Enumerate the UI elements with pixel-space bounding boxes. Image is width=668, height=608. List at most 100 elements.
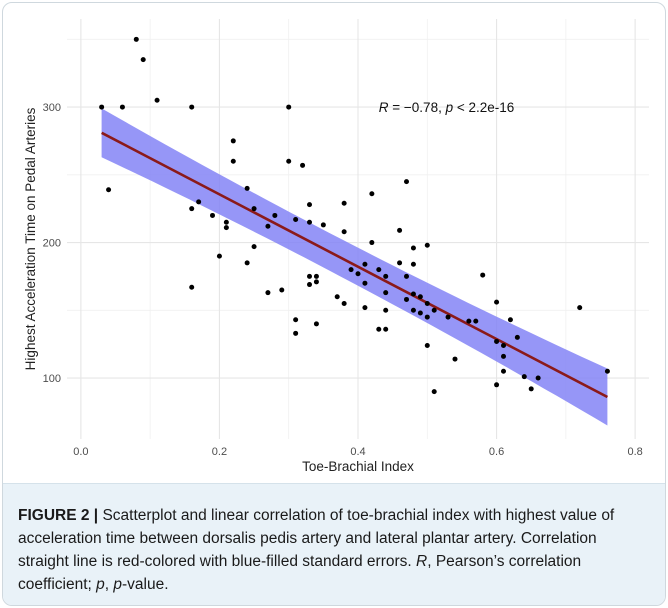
data-point: [501, 343, 506, 349]
data-point: [362, 280, 368, 286]
data-point: [313, 321, 319, 327]
y-tick-label: 200: [43, 238, 61, 250]
data-point: [189, 284, 195, 290]
data-point: [106, 187, 112, 193]
data-point: [313, 273, 319, 279]
caption-text-3: ,: [104, 576, 114, 593]
data-point: [424, 314, 430, 320]
data-point: [404, 179, 409, 185]
data-point: [341, 229, 347, 235]
data-point: [189, 206, 195, 212]
data-point: [189, 104, 195, 110]
data-point: [424, 343, 430, 349]
data-point: [216, 253, 222, 259]
data-point: [528, 386, 534, 392]
data-point: [362, 305, 368, 311]
data-point: [286, 158, 292, 164]
regression-line-layer: [101, 131, 609, 399]
data-point: [480, 272, 486, 278]
data-point: [424, 301, 430, 307]
y-tick-label: 300: [43, 102, 61, 114]
scatter-chart: 0.0 0.2 0.4 0.6 0.8 100 200 300 Toe-Brachial In…: [23, 19, 649, 474]
caption-p2: p: [113, 576, 122, 593]
data-point: [466, 318, 472, 324]
data-point: [431, 389, 437, 395]
confidence-band: [101, 108, 608, 426]
data-point: [410, 291, 416, 297]
data-point: [521, 374, 527, 380]
data-point: [376, 326, 382, 332]
data-point: [286, 104, 292, 110]
tick-labels-layer: 0.0 0.2 0.4 0.6 0.8 100 200 300: [43, 102, 643, 458]
data-point: [501, 368, 506, 374]
data-point: [223, 219, 229, 225]
caption-text-2: , Pearson’s correlation coefficient;: [18, 553, 582, 593]
data-point: [397, 260, 403, 266]
data-point: [494, 382, 500, 388]
caption-r: R: [416, 553, 428, 570]
data-point: [307, 273, 312, 279]
data-point: [293, 217, 299, 223]
data-point: [604, 368, 610, 374]
data-point: [223, 225, 229, 231]
data-point: [410, 307, 416, 313]
x-tick-label: 0.6: [489, 446, 504, 458]
x-tick-label: 0.2: [212, 446, 227, 458]
data-point: [293, 330, 299, 336]
data-point: [417, 310, 423, 316]
y-axis-label: Highest Acceleration Time on Pedal Arter…: [23, 107, 38, 370]
data-point: [279, 287, 285, 293]
data-point: [133, 36, 139, 42]
data-point: [369, 191, 375, 197]
data-point: [341, 301, 347, 307]
caption-p: p: [96, 576, 105, 593]
data-point: [99, 104, 105, 110]
data-point: [293, 317, 299, 323]
correlation-annotation: R = −0.78, p < 2.2e-16: [379, 100, 514, 115]
data-point: [535, 375, 541, 381]
data-point: [348, 267, 354, 273]
caption-text-4: -value.: [122, 576, 169, 593]
data-point: [514, 334, 520, 340]
annotation-r-value: = −0.78,: [389, 100, 446, 115]
data-point: [272, 212, 278, 218]
data-point: [362, 261, 368, 267]
caption-text-1: Scatterplot and linear correlation of to…: [18, 507, 615, 570]
confidence-band-layer: [101, 108, 608, 426]
data-point: [397, 227, 403, 233]
data-point: [355, 271, 361, 277]
data-point: [244, 260, 250, 266]
data-point: [313, 279, 319, 285]
data-point: [424, 242, 430, 248]
data-point: [307, 219, 312, 225]
data-point: [417, 294, 423, 300]
data-point: [376, 267, 382, 273]
data-point: [307, 202, 312, 208]
data-point: [265, 290, 271, 296]
caption-area: FIGURE 2 | Scatterplot and linear correl…: [3, 483, 665, 605]
data-point: [410, 245, 416, 251]
x-tick-label: 0.0: [73, 446, 88, 458]
figure-label: FIGURE 2 |: [18, 507, 99, 524]
annotation-p: p: [445, 100, 454, 115]
annotation-p-value: < 2.2e-16: [453, 100, 514, 115]
data-point: [300, 162, 306, 168]
data-point: [341, 200, 347, 206]
x-tick-label: 0.4: [350, 446, 365, 458]
data-point: [251, 244, 257, 250]
data-point: [445, 314, 451, 320]
points-layer: [99, 36, 610, 395]
data-point: [307, 282, 312, 288]
x-axis-label: Toe-Brachial Index: [302, 459, 414, 474]
data-point: [265, 223, 271, 229]
annotation-r: R: [379, 100, 389, 115]
data-point: [577, 305, 583, 311]
figure-caption: FIGURE 2 | Scatterplot and linear correl…: [18, 504, 650, 596]
data-point: [383, 326, 389, 332]
data-point: [494, 338, 500, 344]
data-point: [196, 199, 202, 205]
data-point: [383, 290, 389, 296]
data-point: [230, 158, 236, 164]
data-point: [154, 97, 160, 103]
